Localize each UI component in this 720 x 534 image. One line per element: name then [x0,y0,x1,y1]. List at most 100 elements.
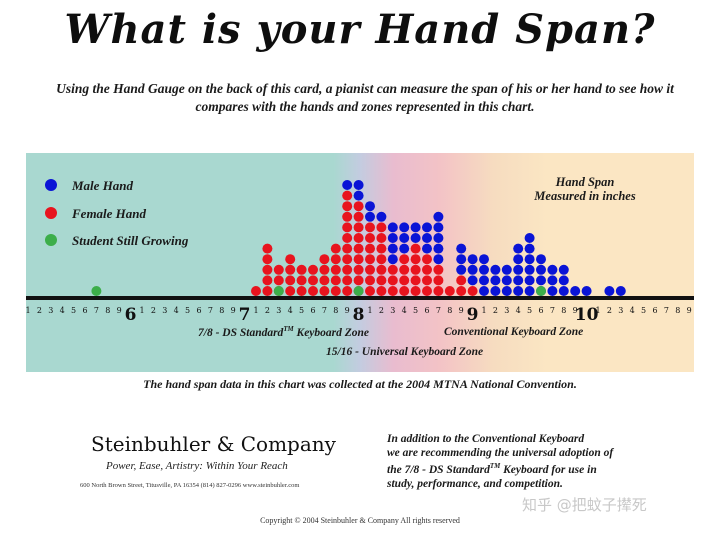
data-source-note: The hand span data in this chart was col… [143,377,577,391]
female-dot [342,275,353,286]
female-dot [262,243,273,254]
female-dot [456,286,467,296]
company-tagline: Power, Ease, Artistry: Within Your Reach [106,460,288,472]
female-dot [399,286,410,296]
male-dot [365,201,375,212]
female-dot [342,243,353,254]
male-dot [524,254,535,265]
female-dot [330,286,341,296]
female-dot [262,275,273,286]
male-dot [513,243,524,254]
male-dot [524,275,535,286]
male-dot [490,264,501,275]
x-tick-label: 8 [333,306,338,315]
x-tick-label: 6 [538,306,543,315]
male-dot [410,222,421,233]
female-dot [262,286,273,296]
male-dot [387,233,398,243]
x-tick-label: 1 [26,306,31,315]
female-dot [365,243,375,254]
male-dot [456,254,467,265]
female-dot [353,222,364,233]
recommendation-line3-start: the 7/8 - DS Standard [387,463,490,476]
female-dot [342,233,353,243]
x-tick-major: 9 [467,305,479,325]
x-tick-label: 4 [630,306,635,315]
female-dot [444,286,455,296]
male-dot [399,222,410,233]
female-dot [376,264,387,275]
female-dot [456,275,467,286]
male-dot [604,286,615,296]
x-tick-label: 2 [37,306,42,315]
male-dot [501,264,512,275]
x-tick-label: 5 [641,306,646,315]
measure-note: Hand Span Measured in inches [520,175,650,203]
zone-ds78: 7/8 - DS StandardTM Keyboard Zone [198,326,369,339]
legend-male-label: Male Hand [72,178,134,193]
x-tick-label: 6 [424,306,429,315]
measure-note-line1: Hand Span [555,175,615,189]
male-dot [558,264,569,275]
x-tick-label: 4 [516,306,521,315]
legend-student-label: Student Still Growing [72,233,189,248]
male-dot [501,275,512,286]
female-dot [410,264,421,275]
male-dot [501,286,512,296]
male-dot [479,264,489,275]
male-dot [342,180,353,190]
x-tick-label: 5 [71,306,76,315]
female-dot [399,264,410,275]
female-dot [262,264,273,275]
female-dot [376,275,387,286]
male-dot [490,275,501,286]
x-tick-label: 8 [447,306,452,315]
male-dot [433,233,444,243]
male-dot [467,264,478,275]
female-dot [376,222,387,233]
x-tick-label: 6 [196,306,201,315]
female-dot [330,254,341,265]
female-dot [422,254,432,265]
x-tick-label: 4 [288,306,293,315]
male-dot [524,286,535,296]
male-dot [524,233,535,243]
female-dot [342,264,353,275]
female-dot [365,264,375,275]
female-dot [387,286,398,296]
male-dot [570,286,581,296]
male-dot [513,254,524,265]
student-dot [91,286,102,296]
male-dot [547,275,558,286]
male-dot [365,211,375,222]
male-dot [536,254,546,265]
male-dot [433,222,444,233]
copyright: Copyright © 2004 Steinbuhler & Company A… [260,516,460,525]
female-dot [376,286,387,296]
male-dot [353,180,364,190]
male-dot [467,254,478,265]
female-dot [467,286,478,296]
female-dot [365,254,375,265]
x-tick-label: 4 [402,306,407,315]
male-dot [581,286,592,296]
x-tick-label: 5 [299,306,304,315]
male-dot [456,243,467,254]
male-dot [547,286,558,296]
female-dot [365,275,375,286]
zone-ds78-suffix: Keyboard Zone [293,326,370,339]
male-dot [467,275,478,286]
x-tick-label: 3 [618,306,623,315]
male-dot [387,222,398,233]
x-tick-label: 7 [664,306,669,315]
x-tick-label: 8 [219,306,224,315]
female-dot [342,286,353,296]
x-tick-label: 4 [174,306,179,315]
male-dot [479,275,489,286]
female-dot [353,254,364,265]
male-dot [536,275,546,286]
legend-female-marker [45,207,57,219]
female-dot [342,201,353,212]
female-dot [365,233,375,243]
